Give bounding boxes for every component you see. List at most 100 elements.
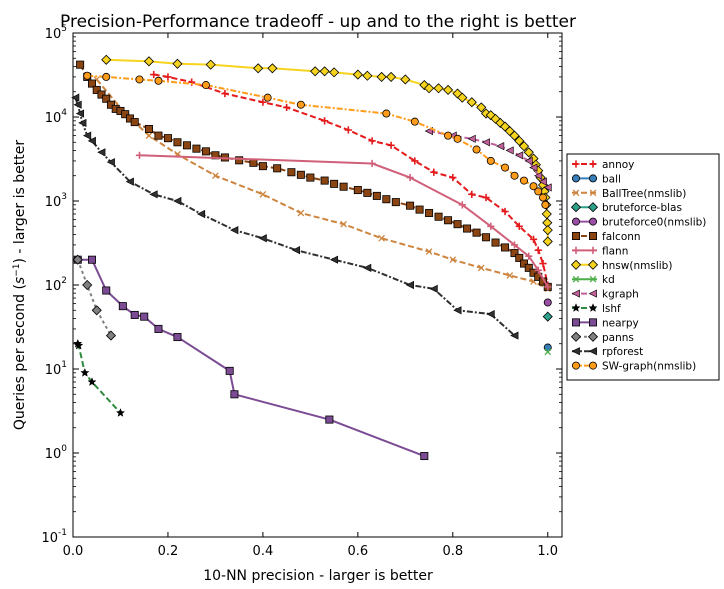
point-hnsw-nmslib bbox=[329, 67, 340, 78]
point-panns bbox=[72, 254, 83, 265]
point-sw-graph-nmslib bbox=[539, 193, 548, 202]
point-panns bbox=[105, 330, 117, 341]
series-bruteforce-blas bbox=[542, 311, 553, 322]
point-rpforest bbox=[486, 310, 495, 319]
legend-label: flann bbox=[602, 245, 628, 257]
point-falconn bbox=[491, 238, 500, 247]
y-axis-label-prefix: Queries per second ( bbox=[12, 284, 28, 430]
y-tick-label: 10-1 bbox=[41, 528, 67, 546]
point-falconn bbox=[154, 131, 163, 140]
point-rpforest bbox=[82, 131, 92, 140]
point-kgraph bbox=[538, 177, 547, 186]
point-falconn bbox=[529, 268, 538, 277]
y-tick-label: 101 bbox=[45, 360, 67, 378]
point-falconn bbox=[144, 124, 153, 133]
point-rpforest bbox=[230, 226, 239, 235]
legend-marker bbox=[589, 231, 598, 240]
legend-marker bbox=[587, 202, 599, 213]
point-rpforest bbox=[73, 100, 82, 109]
point-rpforest bbox=[329, 255, 339, 264]
legend-label: bruteforce-blas bbox=[602, 202, 682, 214]
point-annoy bbox=[482, 193, 490, 202]
point-hnsw-nmslib bbox=[442, 84, 454, 95]
point-rpforest bbox=[71, 93, 80, 102]
point-annoy bbox=[529, 235, 538, 243]
legend-marker bbox=[571, 347, 580, 356]
point-rpforest bbox=[429, 284, 438, 293]
point-falconn bbox=[87, 79, 96, 88]
series-nearpy bbox=[73, 255, 429, 461]
legend-label: kgraph bbox=[602, 289, 639, 301]
point-falconn bbox=[434, 212, 443, 221]
legend-label: annoy bbox=[602, 159, 634, 171]
point-falconn bbox=[76, 60, 85, 69]
legend: annoy ball BallTree(nmslib) bruteforce-blas… bbox=[566, 153, 720, 381]
point-falconn bbox=[182, 141, 191, 150]
legend-marker bbox=[587, 331, 599, 342]
point-sw-graph-nmslib bbox=[83, 71, 92, 80]
legend-item-bruteforce0-nmslib: bruteforce0(nmslib) bbox=[572, 217, 706, 229]
point-balltree-nmslib bbox=[425, 248, 433, 255]
point-hnsw-nmslib bbox=[457, 92, 468, 103]
point-falconn bbox=[130, 118, 139, 127]
point-annoy bbox=[430, 168, 438, 176]
point-lshf bbox=[87, 377, 97, 386]
point-flann bbox=[544, 283, 552, 291]
point-hnsw-nmslib bbox=[143, 56, 155, 67]
point-sw-graph-nmslib bbox=[201, 81, 210, 90]
point-sw-graph-nmslib bbox=[529, 182, 538, 191]
point-annoy bbox=[164, 73, 172, 81]
point-sw-graph-nmslib bbox=[382, 109, 391, 118]
point-flann bbox=[487, 222, 495, 230]
point-falconn bbox=[406, 201, 415, 210]
point-sw-graph-nmslib bbox=[410, 117, 419, 126]
point-falconn bbox=[524, 263, 533, 272]
point-falconn bbox=[391, 198, 400, 207]
point-nearpy bbox=[325, 415, 334, 424]
point-hnsw-nmslib bbox=[518, 141, 530, 152]
point-sw-graph-nmslib bbox=[534, 187, 543, 196]
point-balltree-nmslib bbox=[340, 220, 347, 228]
point-rpforest bbox=[510, 331, 519, 340]
point-falconn bbox=[258, 162, 267, 171]
point-balltree-nmslib bbox=[449, 256, 457, 264]
point-kgraph bbox=[515, 151, 524, 160]
y-tick-label: 105 bbox=[45, 24, 67, 42]
point-nearpy bbox=[130, 310, 139, 319]
legend-item-ball: ball bbox=[572, 173, 621, 185]
point-annoy bbox=[344, 126, 352, 134]
point-falconn bbox=[339, 182, 348, 191]
series-kgraph bbox=[424, 126, 552, 192]
point-falconn bbox=[463, 224, 472, 233]
point-kgraph bbox=[481, 138, 490, 147]
legend-marker bbox=[587, 259, 599, 270]
x-tick-label: 0.0 bbox=[63, 544, 84, 559]
legend-label: falconn bbox=[602, 231, 641, 243]
legend-item-hnsw-nmslib: hnsw(nmslib) bbox=[570, 259, 672, 272]
point-sw-graph-nmslib bbox=[102, 72, 111, 81]
legend-item-falconn: falconn bbox=[572, 231, 641, 243]
point-falconn bbox=[192, 144, 201, 153]
legend-marker bbox=[570, 331, 582, 342]
legend-label: panns bbox=[602, 332, 634, 344]
series-line-panns bbox=[76, 259, 112, 337]
point-hnsw-nmslib bbox=[376, 71, 387, 82]
point-sw-graph-nmslib bbox=[135, 75, 144, 84]
point-sw-graph-nmslib bbox=[444, 131, 453, 140]
y-axis-label: Queries per second (s−1) - larger is bet… bbox=[12, 140, 28, 430]
legend-marker bbox=[572, 231, 581, 240]
x-axis: 0.0 0.2 0.4 0.6 0.8 1.0 bbox=[63, 33, 558, 559]
legend-marker bbox=[588, 303, 598, 312]
point-nearpy bbox=[118, 302, 127, 311]
point-annoy bbox=[468, 190, 476, 198]
point-hnsw-nmslib bbox=[542, 236, 553, 247]
legend-label: rpforest bbox=[602, 346, 643, 358]
point-sw-graph-nmslib bbox=[501, 163, 510, 172]
point-lshf bbox=[80, 367, 90, 377]
point-rpforest bbox=[97, 148, 106, 157]
series-line-annoy bbox=[153, 73, 549, 286]
point-hnsw-nmslib bbox=[319, 66, 330, 77]
point-rpforest bbox=[125, 177, 134, 186]
point-falconn bbox=[510, 249, 519, 258]
point-annoy bbox=[221, 89, 229, 98]
